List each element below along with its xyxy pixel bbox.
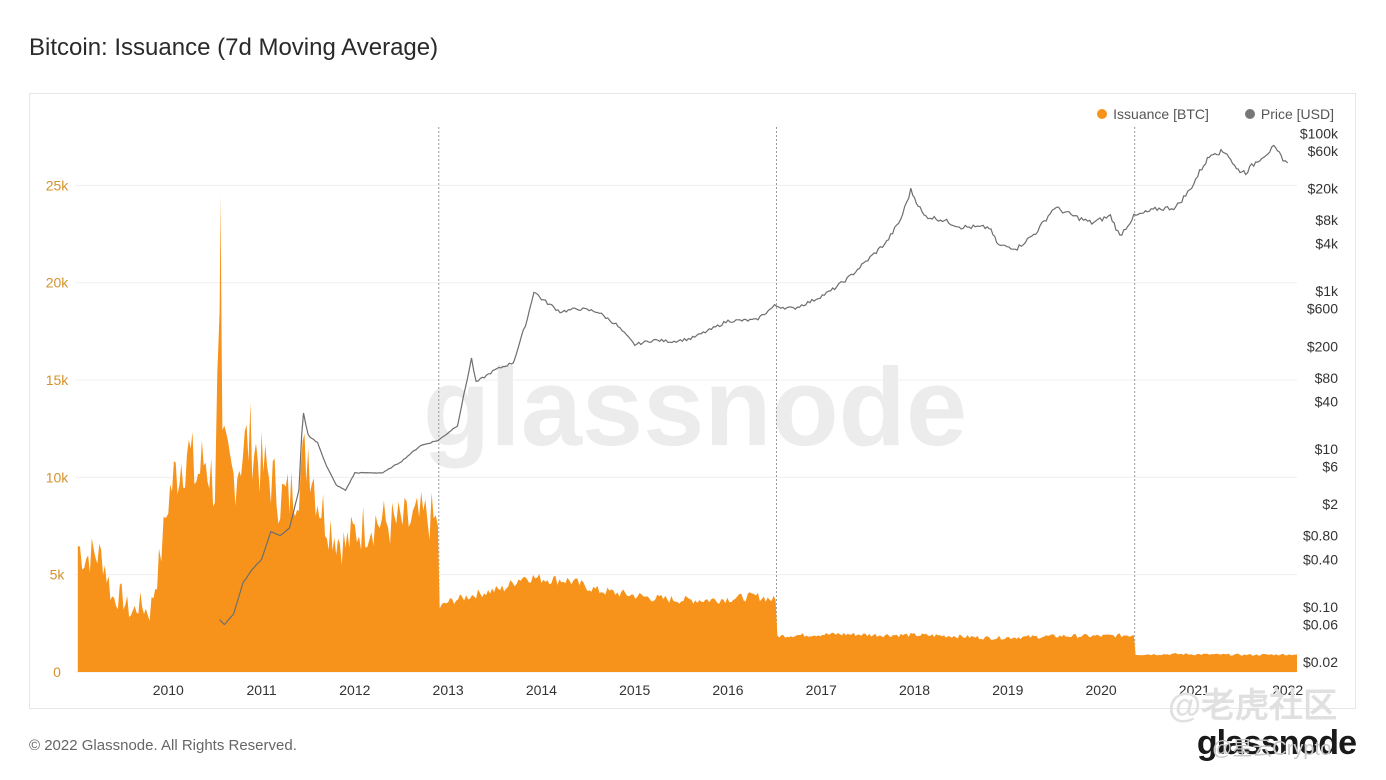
y-left-tick-label-2: 10k bbox=[46, 469, 70, 485]
y-right-tick-label-15: $20k bbox=[1308, 180, 1339, 196]
overlay-watermark: @老虎社区 bbox=[1168, 687, 1338, 725]
copyright-text: © 2022 Glassnode. All Rights Reserved. bbox=[29, 737, 297, 754]
y-right-tick-label-12: $1k bbox=[1315, 283, 1339, 299]
y-right-tick-label-9: $80 bbox=[1315, 370, 1339, 386]
legend-dot-price bbox=[1244, 109, 1255, 119]
x-tick-label-5: 2015 bbox=[619, 682, 650, 698]
x-tick-label-4: 2014 bbox=[526, 682, 557, 698]
legend-label-price: Price [USD] bbox=[1260, 106, 1334, 122]
page-title: Bitcoin: Issuance (7d Moving Average) bbox=[29, 34, 439, 61]
x-tick-label-3: 2013 bbox=[433, 682, 464, 698]
x-tick-label-11: 2021 bbox=[1179, 682, 1210, 698]
legend-item-issuance[interactable]: Issuance [BTC] bbox=[1097, 106, 1209, 122]
chart-watermark: glassnode bbox=[423, 346, 967, 469]
y-right-tick-label-5: $2 bbox=[1322, 496, 1338, 512]
chart-frame bbox=[29, 93, 1356, 709]
x-tick-label-7: 2017 bbox=[806, 682, 837, 698]
y-right-tick-label-2: $0.10 bbox=[1303, 599, 1338, 615]
legend-item-price[interactable]: Price [USD] bbox=[1244, 106, 1334, 122]
series-price-line bbox=[219, 144, 1289, 626]
x-tick-label-6: 2016 bbox=[712, 682, 743, 698]
y-left-tick-label-4: 20k bbox=[46, 275, 70, 291]
x-tick-label-9: 2019 bbox=[992, 682, 1023, 698]
y-right-tick-label-10: $200 bbox=[1307, 338, 1338, 354]
legend-label-issuance: Issuance [BTC] bbox=[1113, 106, 1209, 122]
x-tick-label-10: 2020 bbox=[1086, 682, 1117, 698]
y-left-tick-label-0: 0 bbox=[53, 664, 61, 680]
y-right-tick-label-8: $40 bbox=[1315, 394, 1339, 410]
y-right-tick-label-11: $600 bbox=[1307, 301, 1338, 317]
x-tick-label-2: 2012 bbox=[339, 682, 370, 698]
y-right-tick-label-7: $10 bbox=[1315, 441, 1339, 457]
y-right-tick-label-4: $0.80 bbox=[1303, 528, 1338, 544]
legend-dot-issuance bbox=[1097, 109, 1108, 119]
y-right-tick-label-14: $8k bbox=[1315, 212, 1339, 228]
y-right-tick-label-13: $4k bbox=[1315, 236, 1339, 252]
y-right-tick-label-17: $100k bbox=[1300, 125, 1339, 141]
y-right-tick-label-1: $0.06 bbox=[1303, 616, 1338, 632]
x-tick-label-1: 2011 bbox=[247, 682, 277, 698]
y-right-tick-label-16: $60k bbox=[1308, 143, 1339, 159]
y-left-tick-label-3: 15k bbox=[46, 372, 70, 388]
y-right-tick-label-6: $6 bbox=[1322, 459, 1338, 475]
y-left-tick-label-5: 25k bbox=[46, 177, 70, 193]
x-tick-label-0: 2010 bbox=[153, 682, 184, 698]
chart-legend: Issuance [BTC] Price [USD] bbox=[1097, 106, 1334, 122]
x-tick-label-8: 2018 bbox=[899, 682, 930, 698]
series-issuance-area bbox=[77, 195, 1298, 672]
y-right-tick-label-3: $0.40 bbox=[1303, 551, 1338, 567]
y-left-tick-label-1: 5k bbox=[50, 567, 66, 583]
x-tick-label-12: 2022 bbox=[1272, 682, 1303, 698]
glassnode-logo: glassnode bbox=[1196, 724, 1357, 762]
overlay-handle: @星云Crypto bbox=[1212, 738, 1332, 760]
y-right-tick-label-0: $0.02 bbox=[1303, 654, 1338, 670]
